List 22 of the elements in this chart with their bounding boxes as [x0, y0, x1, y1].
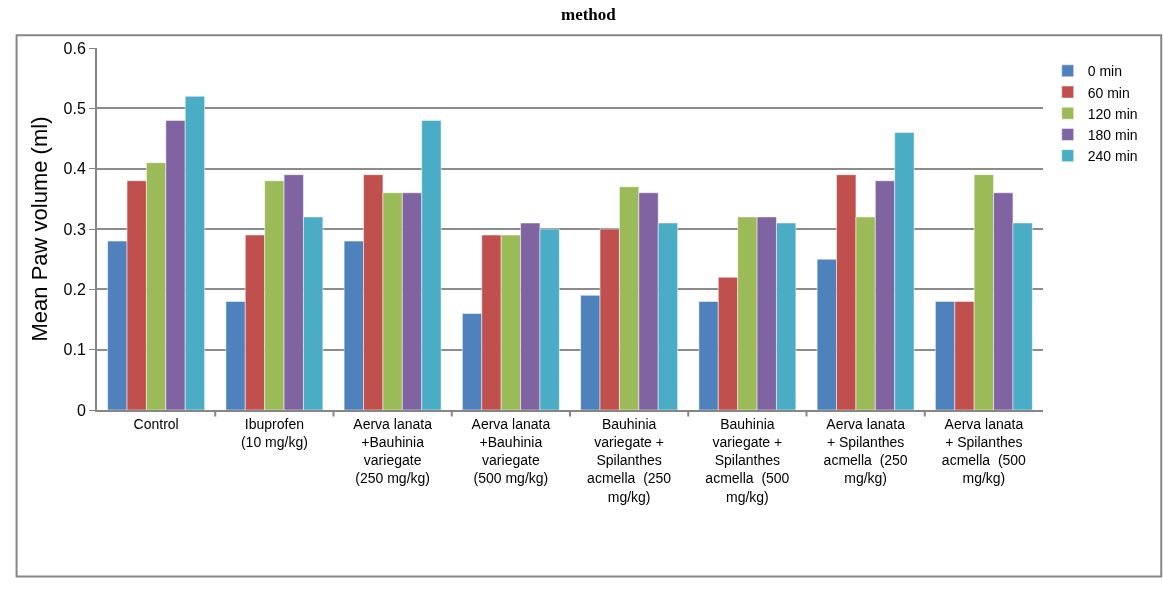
legend-label: 0 min	[1087, 63, 1122, 80]
x-tick-label: Ibuprofen (10 mg/kg)	[240, 415, 308, 450]
x-tick-label: Aerva lanata + Spilanthes acmella (500 mg/kg)	[941, 415, 1027, 487]
x-tick-label: Bauhinia variegate + Spilanthes acmella (250 mg/kg)	[587, 415, 672, 505]
chart-title: method	[561, 5, 617, 24]
legend-label: 60 min	[1087, 84, 1130, 101]
x-tick-label: Aerva lanata + Spilanthes acmella (250 mg/kg)	[823, 415, 908, 487]
legend-label: 120 min	[1087, 105, 1138, 122]
x-tick-label: Control	[133, 415, 179, 432]
x-tick-label: Bauhinia variegate + Spilanthes acmella (500 mg/kg)	[705, 415, 790, 505]
x-tick-label: Aerva lanata +Bauhinia variegate (250 mg/kg)	[353, 415, 433, 487]
y-tick-label: 0.2	[63, 280, 86, 298]
y-tick-label: 0.5	[63, 99, 86, 117]
y-tick-label: 0.1	[63, 341, 86, 359]
x-tick-label: Aerva lanata +Bauhinia variegate (500 mg/kg)	[471, 415, 551, 487]
y-tick-label: 0.6	[63, 39, 86, 57]
legend-label: 240 min	[1087, 148, 1138, 165]
y-axis-title: Mean Paw volume (ml)	[26, 116, 52, 342]
y-tick-label: 0	[76, 401, 86, 419]
y-tick-label: 0.3	[63, 220, 86, 238]
legend-label: 180 min	[1087, 126, 1138, 143]
y-tick-label: 0.4	[63, 160, 86, 178]
